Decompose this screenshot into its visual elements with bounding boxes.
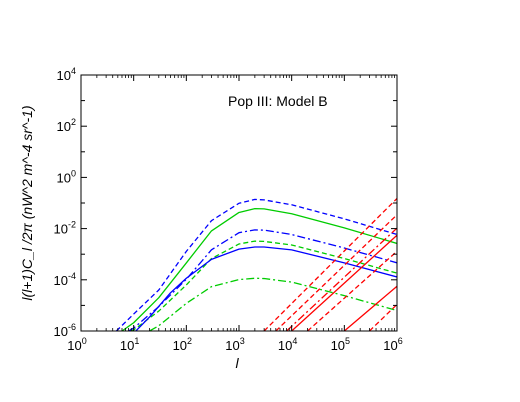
series-line-1 <box>121 207 397 331</box>
x-tick-label: 101 <box>120 336 139 353</box>
y-tick-label: 10-2 <box>54 220 76 237</box>
x-tick-label: 105 <box>331 336 350 353</box>
y-tick-label: 10-4 <box>54 271 76 288</box>
series-line-9 <box>291 234 397 331</box>
y-tick-label: 102 <box>57 117 76 134</box>
series-line-8 <box>286 227 397 331</box>
y-tick-label: 10-6 <box>54 322 76 339</box>
series-line-10 <box>307 250 397 331</box>
x-axis-label: l <box>235 355 239 371</box>
x-tick-label: 102 <box>173 336 192 353</box>
series-line-2 <box>128 229 397 331</box>
x-tick-label: 106 <box>383 336 402 353</box>
series-layer <box>115 197 397 331</box>
series-line-4 <box>135 246 397 331</box>
series-line-6 <box>263 197 397 331</box>
chart-annotation: Pop III: Model B <box>228 93 328 109</box>
series-line-11 <box>343 285 397 331</box>
series-line-0 <box>115 198 397 331</box>
series-line-12 <box>369 303 397 331</box>
x-tick-label: 104 <box>278 336 297 353</box>
y-tick-label: 100 <box>57 168 76 185</box>
y-tick-label: 104 <box>57 66 76 83</box>
x-tick-label: 103 <box>225 336 244 353</box>
series-line-3 <box>130 240 397 331</box>
series-line-7 <box>275 214 397 331</box>
ticks-layer <box>80 74 398 332</box>
x-tick-label: 100 <box>67 336 86 353</box>
y-axis-label: l(l+1)C_l /2π (nW^2 m^-4 sr^-1) <box>19 105 35 300</box>
tick-labels: 100 101 102 103 104 105 106 10-6 10-4 10-2 100 102 1… <box>54 66 403 353</box>
series-line-5 <box>149 277 397 331</box>
